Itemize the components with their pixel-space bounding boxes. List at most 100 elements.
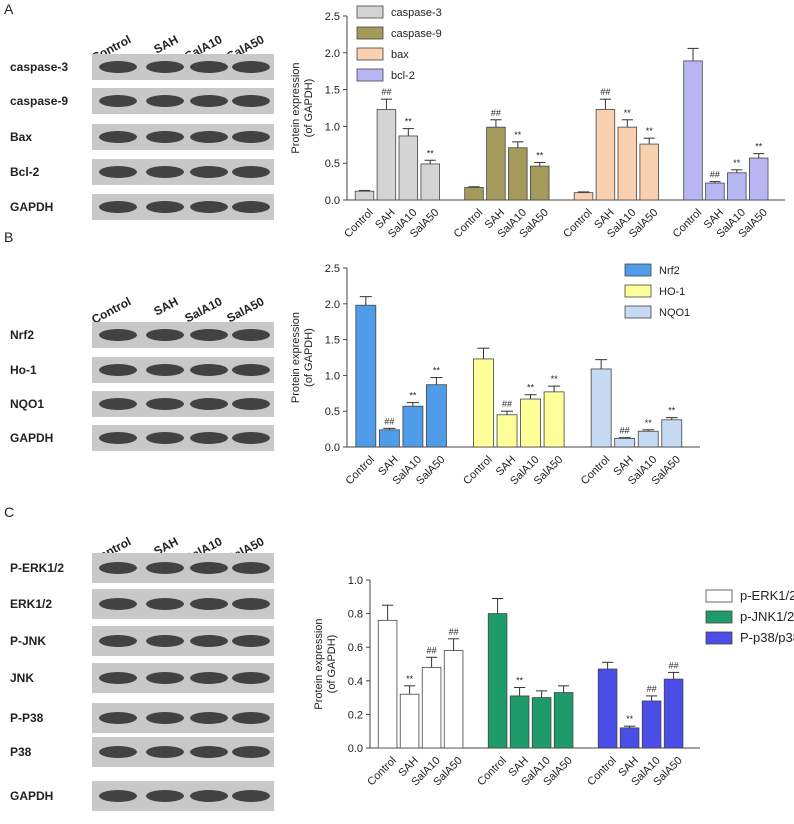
bar: [520, 398, 541, 448]
blot-band: [146, 746, 184, 758]
bar: [661, 419, 683, 448]
significance-label: **: [433, 366, 441, 376]
row-label: Bcl-2: [10, 165, 40, 179]
significance-label: ##: [449, 627, 459, 637]
bar: [617, 126, 638, 201]
blot-band: [232, 95, 270, 107]
row-label: GAPDH: [10, 431, 53, 445]
significance-label: ##: [600, 87, 610, 97]
legend-swatch: [705, 610, 733, 624]
blot-band: [232, 746, 270, 758]
blot-band: [99, 790, 137, 802]
significance-label: ##: [620, 426, 630, 436]
blot-band: [190, 562, 228, 574]
significance-label: **: [427, 148, 435, 158]
blot-band: [232, 712, 270, 724]
blot-band: [99, 432, 137, 444]
bar: [443, 650, 464, 749]
row-label: P-JNK: [10, 634, 46, 648]
bar: [421, 666, 442, 749]
blot-band: [232, 635, 270, 647]
blot-band: [146, 201, 184, 213]
blot-band: [146, 635, 184, 647]
bar: [595, 109, 616, 201]
bar: [597, 668, 618, 749]
blot-band: [146, 364, 184, 376]
blot-band: [190, 790, 228, 802]
y-tick-label: 0.8: [348, 609, 363, 621]
significance-label: ##: [669, 660, 679, 670]
blot-band: [99, 598, 137, 610]
blot-band: [146, 672, 184, 684]
bar: [749, 157, 769, 201]
bar: [354, 190, 375, 201]
blot-band: [190, 672, 228, 684]
row-label: Bax: [10, 130, 32, 144]
blot-band: [146, 562, 184, 574]
x-tick-label: Control: [452, 207, 486, 241]
legend-swatch: [356, 5, 384, 19]
bar: [590, 368, 612, 448]
lane-label: SalA50: [224, 294, 266, 325]
x-tick-label: Control: [343, 454, 377, 488]
blot-band: [232, 329, 270, 341]
legend-swatch: [624, 305, 652, 319]
significance-label: **: [668, 406, 676, 416]
legend-label: caspase-9: [391, 28, 442, 40]
row-label: GAPDH: [10, 789, 53, 803]
y-axis-label: (of GAPDH): [303, 79, 315, 138]
y-tick-label: 1.0: [325, 121, 340, 133]
legend-label: p-ERK1/2/ERK1/2: [740, 588, 794, 603]
bar: [464, 187, 484, 201]
legend-label: P-p38/p38: [740, 630, 794, 645]
blot-band: [99, 562, 137, 574]
legend-swatch: [356, 47, 384, 61]
blot-band: [190, 398, 228, 410]
x-tick-label: Control: [671, 207, 705, 241]
blot-band: [99, 61, 137, 73]
lane-label: SalA10: [182, 294, 224, 325]
y-tick-label: 0.0: [348, 743, 363, 755]
bar: [727, 172, 747, 201]
blot-band: [190, 364, 228, 376]
bar: [637, 430, 659, 448]
row-label: P-ERK1/2: [10, 561, 64, 575]
y-tick-label: 0.5: [325, 158, 340, 170]
x-tick-label: Control: [461, 454, 495, 488]
lane-label: SAH: [151, 32, 180, 56]
bar: [530, 165, 550, 201]
legend-swatch: [356, 68, 384, 82]
significance-label: **: [405, 117, 413, 127]
legend-label: bcl-2: [391, 70, 415, 82]
blot-band: [232, 398, 270, 410]
y-tick-label: 0.0: [325, 195, 340, 207]
legend-swatch: [624, 263, 652, 277]
blot-band: [99, 712, 137, 724]
blot-band: [190, 712, 228, 724]
bar: [573, 192, 594, 201]
y-tick-label: 0.6: [348, 642, 363, 654]
bar: [641, 700, 662, 749]
row-label: Ho-1: [10, 363, 37, 377]
row-label: JNK: [10, 671, 34, 685]
blot-band: [99, 95, 137, 107]
bar: [508, 147, 528, 201]
blot-band: [190, 432, 228, 444]
bar: [402, 405, 424, 448]
blot-band: [232, 364, 270, 376]
significance-label: **: [527, 383, 535, 393]
blot-band: [146, 398, 184, 410]
y-tick-label: 0.0: [325, 442, 340, 454]
significance-label: ##: [502, 399, 512, 409]
blot-band: [190, 201, 228, 213]
bar: [399, 693, 420, 749]
x-tick-label: Control: [585, 755, 619, 789]
significance-label: **: [514, 130, 522, 140]
bar: [377, 619, 398, 749]
blot-band: [146, 95, 184, 107]
significance-label: **: [646, 126, 654, 136]
blot-band: [99, 364, 137, 376]
significance-label: **: [624, 108, 632, 118]
x-tick-label: Control: [475, 755, 509, 789]
significance-label: **: [733, 158, 741, 168]
